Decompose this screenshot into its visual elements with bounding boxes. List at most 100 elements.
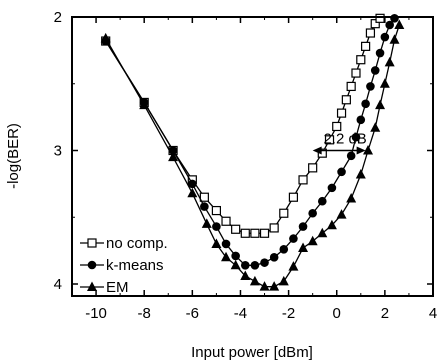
dimension-arrow-head-left [312,146,322,155]
series-1-point [199,192,209,202]
series-2-point [269,252,279,262]
series-3-point [384,56,395,67]
series-1-point [250,228,260,238]
series-1-point [336,108,347,118]
series-3-point [379,78,390,88]
series-2-point [231,251,240,261]
series-1-point [341,95,351,105]
annotation-label: 2.2 dB [323,131,366,148]
series-3-point [259,281,270,291]
series-3-point [307,235,318,246]
series-1-point [259,228,270,238]
series-1-point [346,81,356,92]
series-1-point [211,205,221,216]
series-1-point [317,148,327,158]
series-1-point [288,192,299,202]
series-3-point [317,227,328,238]
series-2-point [361,99,370,109]
series-2-point [337,167,346,177]
series-3-point [298,242,309,252]
y-tick-label: 3 [54,143,62,160]
series-2-point [351,132,361,142]
series-1-point [269,223,279,233]
y-axis-title: -log(BER) [5,123,22,189]
series-1-point [240,228,250,238]
legend: no comp. k-means EM [80,235,168,296]
series-1-point [361,41,371,51]
series-1-point [308,163,318,173]
series-2-point [200,202,209,211]
series-2-point [390,14,399,23]
series-3-point [278,275,289,286]
legend-label-1: no comp. [106,235,168,252]
legend-marker-3 [87,281,97,291]
series-3-point [394,19,405,30]
series-2-point [212,222,221,231]
series-3-point [211,238,222,248]
series-1-point [351,68,361,78]
annotations: 2.2 dB [312,131,367,155]
series-1-point [279,208,289,218]
legend-label-2: k-means [106,257,164,274]
series-1-point [365,28,376,38]
x-tick-label: -4 [234,305,247,322]
dimension-arrow-head-right [356,146,366,155]
series-3-point [269,281,280,291]
series-3-point [100,32,111,43]
series-3-point [187,187,198,198]
series-3-point [249,275,260,286]
series-3-point [389,34,400,44]
series-2-point [370,66,380,75]
series-2-point [356,115,366,125]
legend-marker-2 [87,260,97,270]
series-3-point [370,122,381,132]
legend-marker-1 [87,238,97,248]
x-tick-label: -6 [186,305,199,322]
series-3-point [336,209,347,219]
x-tick-label: 2 [381,305,389,322]
series-2-point [366,82,375,91]
series-3-point [363,145,374,155]
series-1-point [370,19,380,29]
series-1-point [298,175,308,185]
series-1-point [221,216,231,226]
series-2-point [188,179,197,189]
series-3-point [139,99,150,110]
series-2-point [375,48,385,58]
series-2-point [250,261,260,270]
series-2-point [260,258,269,267]
series-3-point [201,218,212,228]
series-3-point [230,259,241,270]
series-1-point [332,121,342,132]
series-2-point [346,151,356,161]
series-1-point [231,224,241,234]
series-line-3 [105,24,400,288]
legend-label-3: EM [106,279,129,296]
series-2-point [327,183,337,193]
series-2-point [289,234,298,243]
series-2-point [240,261,250,270]
series-1-point [356,55,366,65]
y-tick-label: 2 [54,9,62,26]
series-3-point [375,99,386,110]
series-3-point [346,193,357,203]
plot-frame [71,16,434,297]
series-3-point [288,261,299,271]
plot-marks [100,13,405,291]
series-2-point [221,239,231,249]
series-1-point [375,13,385,23]
series-3-point [221,251,232,262]
series-3-point [326,219,337,230]
x-tick-label: -2 [282,305,295,322]
x-tick-label: -10 [85,305,107,322]
series-3-point [240,270,251,280]
series-1-point [324,135,335,145]
series-2-point [298,222,308,231]
series-line-1 [105,17,381,234]
x-tick-label: 4 [429,305,437,322]
series-3-point [168,151,179,162]
y-tick-label: 4 [54,276,62,293]
x-axis-title: Input power [dBm] [191,344,313,361]
series-2-point [380,32,390,42]
